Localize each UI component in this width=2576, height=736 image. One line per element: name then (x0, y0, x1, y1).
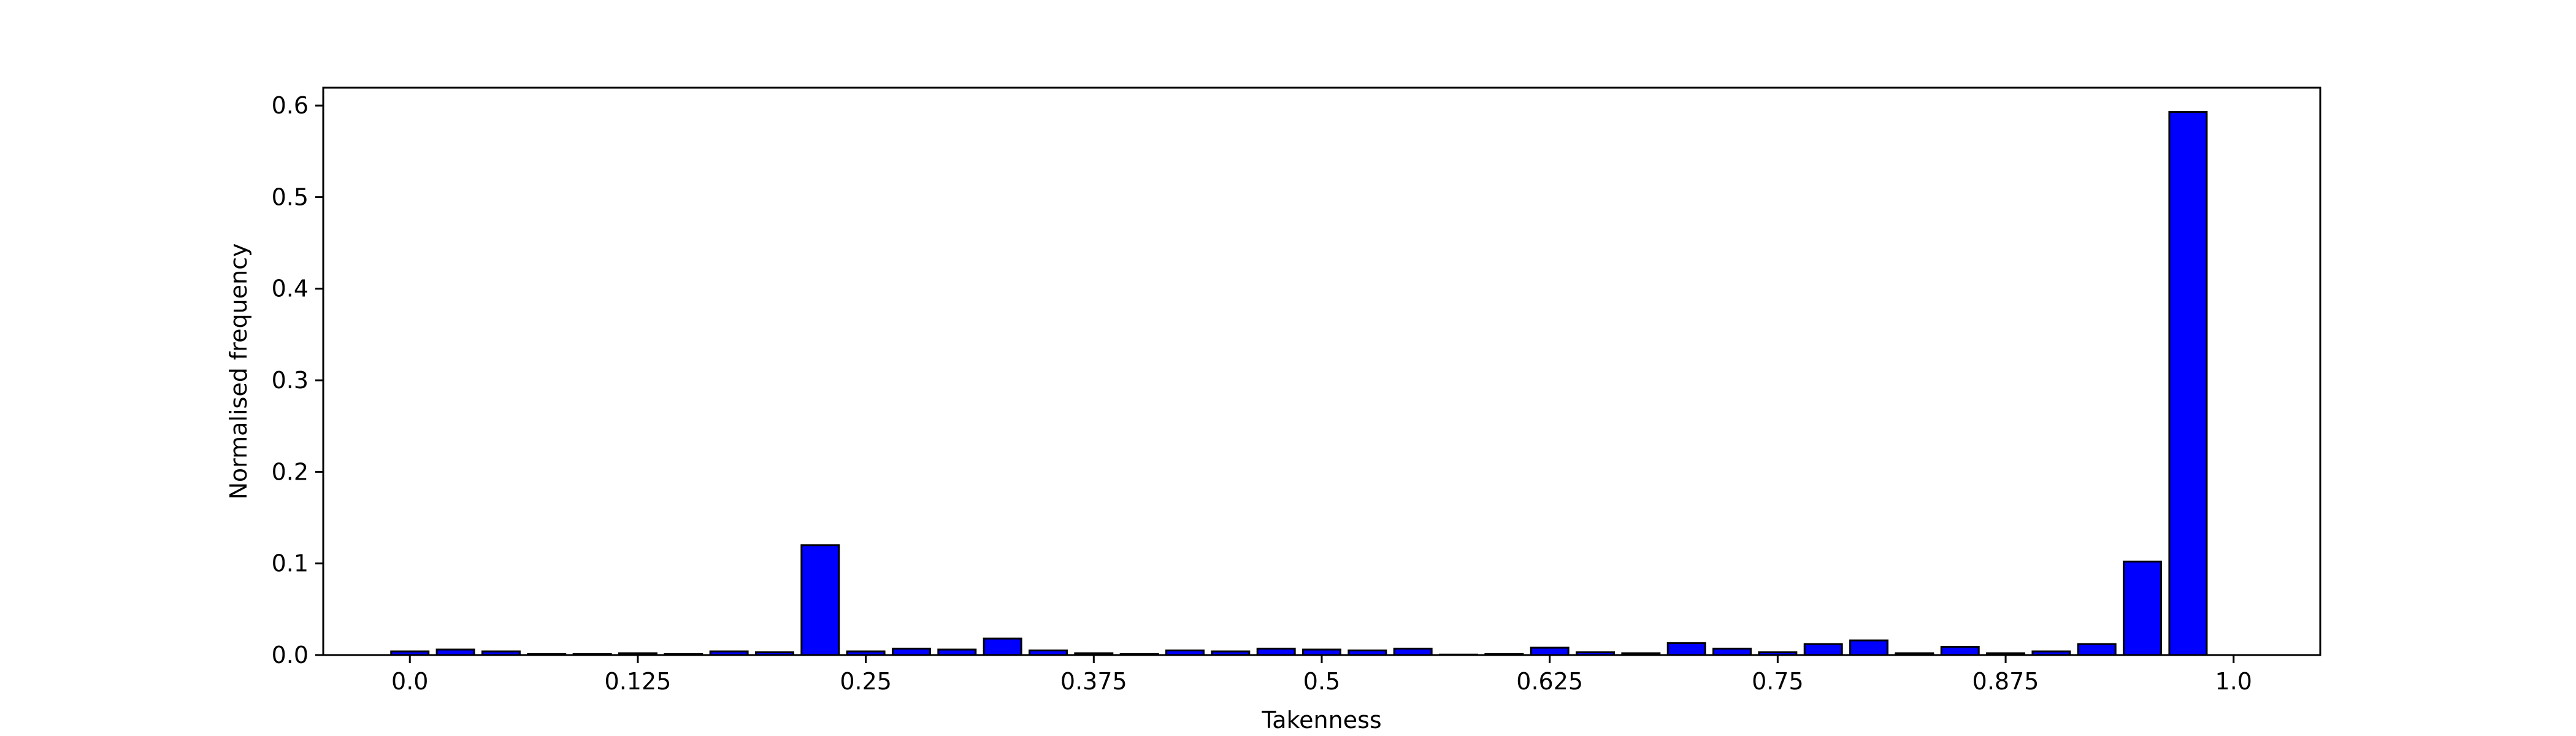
bar (1940, 646, 1980, 656)
x-tick-label: 0.375 (1060, 668, 1127, 695)
x-tick-label: 0.0 (391, 668, 428, 695)
bar (1256, 648, 1296, 656)
x-axis-label: Takenness (1261, 707, 1381, 734)
bar (1530, 646, 1570, 656)
bar (1393, 648, 1433, 656)
bar (891, 648, 931, 656)
x-axis: 0.0 0.125 0.25 0.375 0.5 0.625 0.75 0.875 1.0 (391, 655, 2252, 695)
y-tick-label: 0.6 (272, 92, 309, 119)
x-tick-label: 0.5 (1303, 668, 1340, 695)
x-tick-label: 0.875 (1972, 668, 2039, 695)
plot-frame (322, 86, 2321, 656)
y-tick-label: 0.0 (272, 642, 309, 669)
bar (800, 544, 840, 656)
bar (983, 637, 1022, 656)
x-tick-label: 1.0 (2215, 668, 2252, 695)
bar (1666, 642, 1706, 656)
y-tick-label: 0.1 (272, 550, 309, 577)
bar (2123, 561, 2163, 656)
bar (1803, 643, 1843, 656)
y-axis-label: Normalised frequency (225, 243, 252, 499)
bar (1849, 639, 1889, 656)
x-tick-label: 0.75 (1752, 668, 1804, 695)
x-tick-label: 0.125 (605, 668, 672, 695)
x-tick-label: 0.25 (840, 668, 892, 695)
bar (1712, 648, 1752, 656)
bar (2077, 643, 2117, 656)
y-tick-label: 0.4 (272, 275, 309, 302)
bar (2168, 111, 2208, 656)
y-tick-label: 0.3 (272, 367, 309, 394)
y-axis: 0.0 0.1 0.2 0.3 0.4 0.5 0.6 (272, 92, 323, 669)
y-tick-label: 0.5 (272, 183, 309, 210)
bars-layer (390, 111, 2208, 656)
x-tick-label: 0.625 (1516, 668, 1583, 695)
y-tick-label: 0.2 (272, 458, 309, 485)
